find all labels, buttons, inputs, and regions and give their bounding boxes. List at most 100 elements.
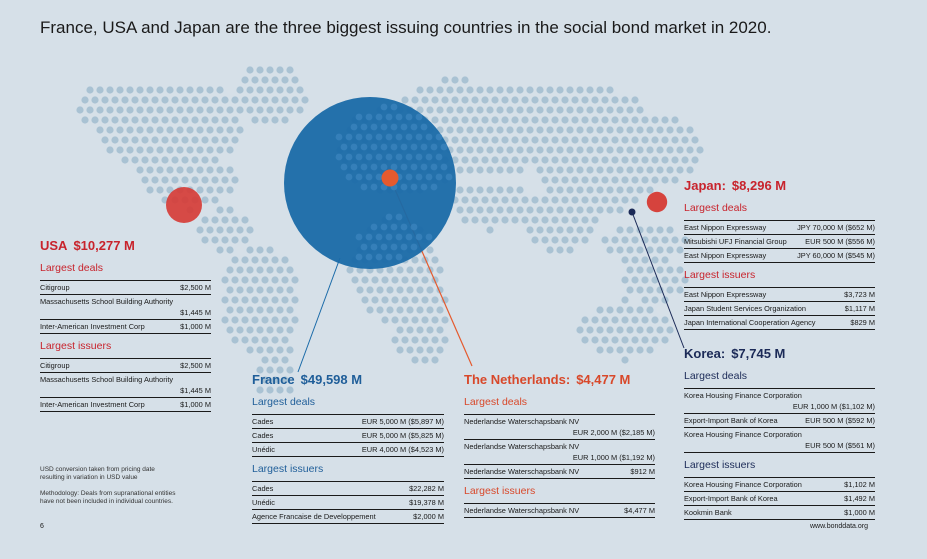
- map-dot: [656, 166, 664, 174]
- korea-issuers-heading: Largest issuers: [684, 459, 756, 471]
- map-dot: [586, 326, 594, 334]
- map-dot-overlay: [385, 113, 393, 121]
- map-dot: [226, 326, 234, 334]
- map-dot: [191, 156, 199, 164]
- map-dot: [681, 236, 689, 244]
- map-dot: [641, 256, 649, 264]
- map-dot: [206, 106, 214, 114]
- map-dot: [646, 226, 654, 234]
- map-dot: [666, 146, 674, 154]
- map-dot: [106, 106, 114, 114]
- map-dot: [391, 336, 399, 344]
- map-dot: [151, 96, 159, 104]
- map-dot-overlay: [370, 143, 378, 151]
- map-dot: [201, 236, 209, 244]
- map-dot: [201, 196, 209, 204]
- map-dot: [261, 76, 269, 84]
- map-dot: [521, 196, 529, 204]
- map-dot: [511, 96, 519, 104]
- map-dot: [641, 116, 649, 124]
- map-dot: [196, 226, 204, 234]
- map-dot: [646, 166, 654, 174]
- map-dot: [266, 246, 274, 254]
- map-dot: [606, 106, 614, 114]
- map-dot: [181, 136, 189, 144]
- map-dot: [211, 136, 219, 144]
- map-dot: [246, 306, 254, 314]
- map-dot: [516, 206, 524, 214]
- map-dot: [216, 186, 224, 194]
- map-dot: [461, 96, 469, 104]
- map-dot: [261, 116, 269, 124]
- map-dot: [266, 366, 274, 374]
- map-dot: [356, 286, 364, 294]
- map-dot: [696, 146, 704, 154]
- map-dot: [286, 86, 294, 94]
- map-dot: [151, 136, 159, 144]
- map-dot-overlay: [395, 213, 403, 221]
- map-dot: [576, 106, 584, 114]
- map-dot: [551, 96, 559, 104]
- france-title: France $49,598 M: [252, 372, 363, 387]
- map-dot: [96, 86, 104, 94]
- map-dot: [121, 156, 129, 164]
- map-dot: [461, 116, 469, 124]
- map-dot: [566, 226, 574, 234]
- map-dot: [611, 336, 619, 344]
- table-row: Korea Housing Finance Corporation EUR 1,0…: [684, 388, 875, 413]
- map-dot: [236, 86, 244, 94]
- map-dot: [626, 346, 634, 354]
- korea-deals-heading: Largest deals: [684, 370, 748, 382]
- table-row: Inter-American Investment Corp $1,000 M: [40, 397, 211, 411]
- map-dot: [241, 296, 249, 304]
- map-dot-overlay: [385, 253, 393, 261]
- map-dot: [516, 166, 524, 174]
- map-dot: [671, 116, 679, 124]
- map-dot: [221, 96, 229, 104]
- map-dot-overlay: [395, 233, 403, 241]
- map-dot: [456, 126, 464, 134]
- map-dot: [486, 206, 494, 214]
- map-dot: [176, 166, 184, 174]
- map-dot: [206, 186, 214, 194]
- map-dot: [561, 176, 569, 184]
- map-dot: [531, 136, 539, 144]
- map-dot: [611, 156, 619, 164]
- map-dot: [216, 206, 224, 214]
- map-dot: [656, 266, 664, 274]
- map-dot: [426, 286, 434, 294]
- map-dot: [511, 136, 519, 144]
- map-dot-overlay: [380, 103, 388, 111]
- map-dot: [241, 336, 249, 344]
- map-dot: [661, 316, 669, 324]
- map-dot: [526, 126, 534, 134]
- map-dot: [431, 316, 439, 324]
- map-dot: [621, 116, 629, 124]
- map-dot: [631, 156, 639, 164]
- map-dot: [551, 196, 559, 204]
- map-dot: [476, 106, 484, 114]
- netherlands-issuers: Nederlandse Waterschapsbank NV $4,477 M: [464, 503, 655, 518]
- map-dot: [386, 266, 394, 274]
- map-dot: [221, 236, 229, 244]
- map-dot: [81, 96, 89, 104]
- map-dot: [366, 286, 374, 294]
- map-dot: [401, 96, 409, 104]
- map-dot: [411, 336, 419, 344]
- map-dot-overlay: [340, 163, 348, 171]
- map-dot: [586, 86, 594, 94]
- map-dot: [151, 176, 159, 184]
- map-dot: [506, 106, 514, 114]
- map-dot: [656, 246, 664, 254]
- map-dot: [691, 156, 699, 164]
- map-dot: [401, 336, 409, 344]
- map-dot: [401, 276, 409, 284]
- map-dot: [146, 186, 154, 194]
- map-dot: [621, 96, 629, 104]
- map-dot: [506, 206, 514, 214]
- map-dot: [231, 116, 239, 124]
- map-dot-overlay: [410, 223, 418, 231]
- map-dot-overlay: [385, 233, 393, 241]
- map-dot: [206, 86, 214, 94]
- map-dot: [611, 96, 619, 104]
